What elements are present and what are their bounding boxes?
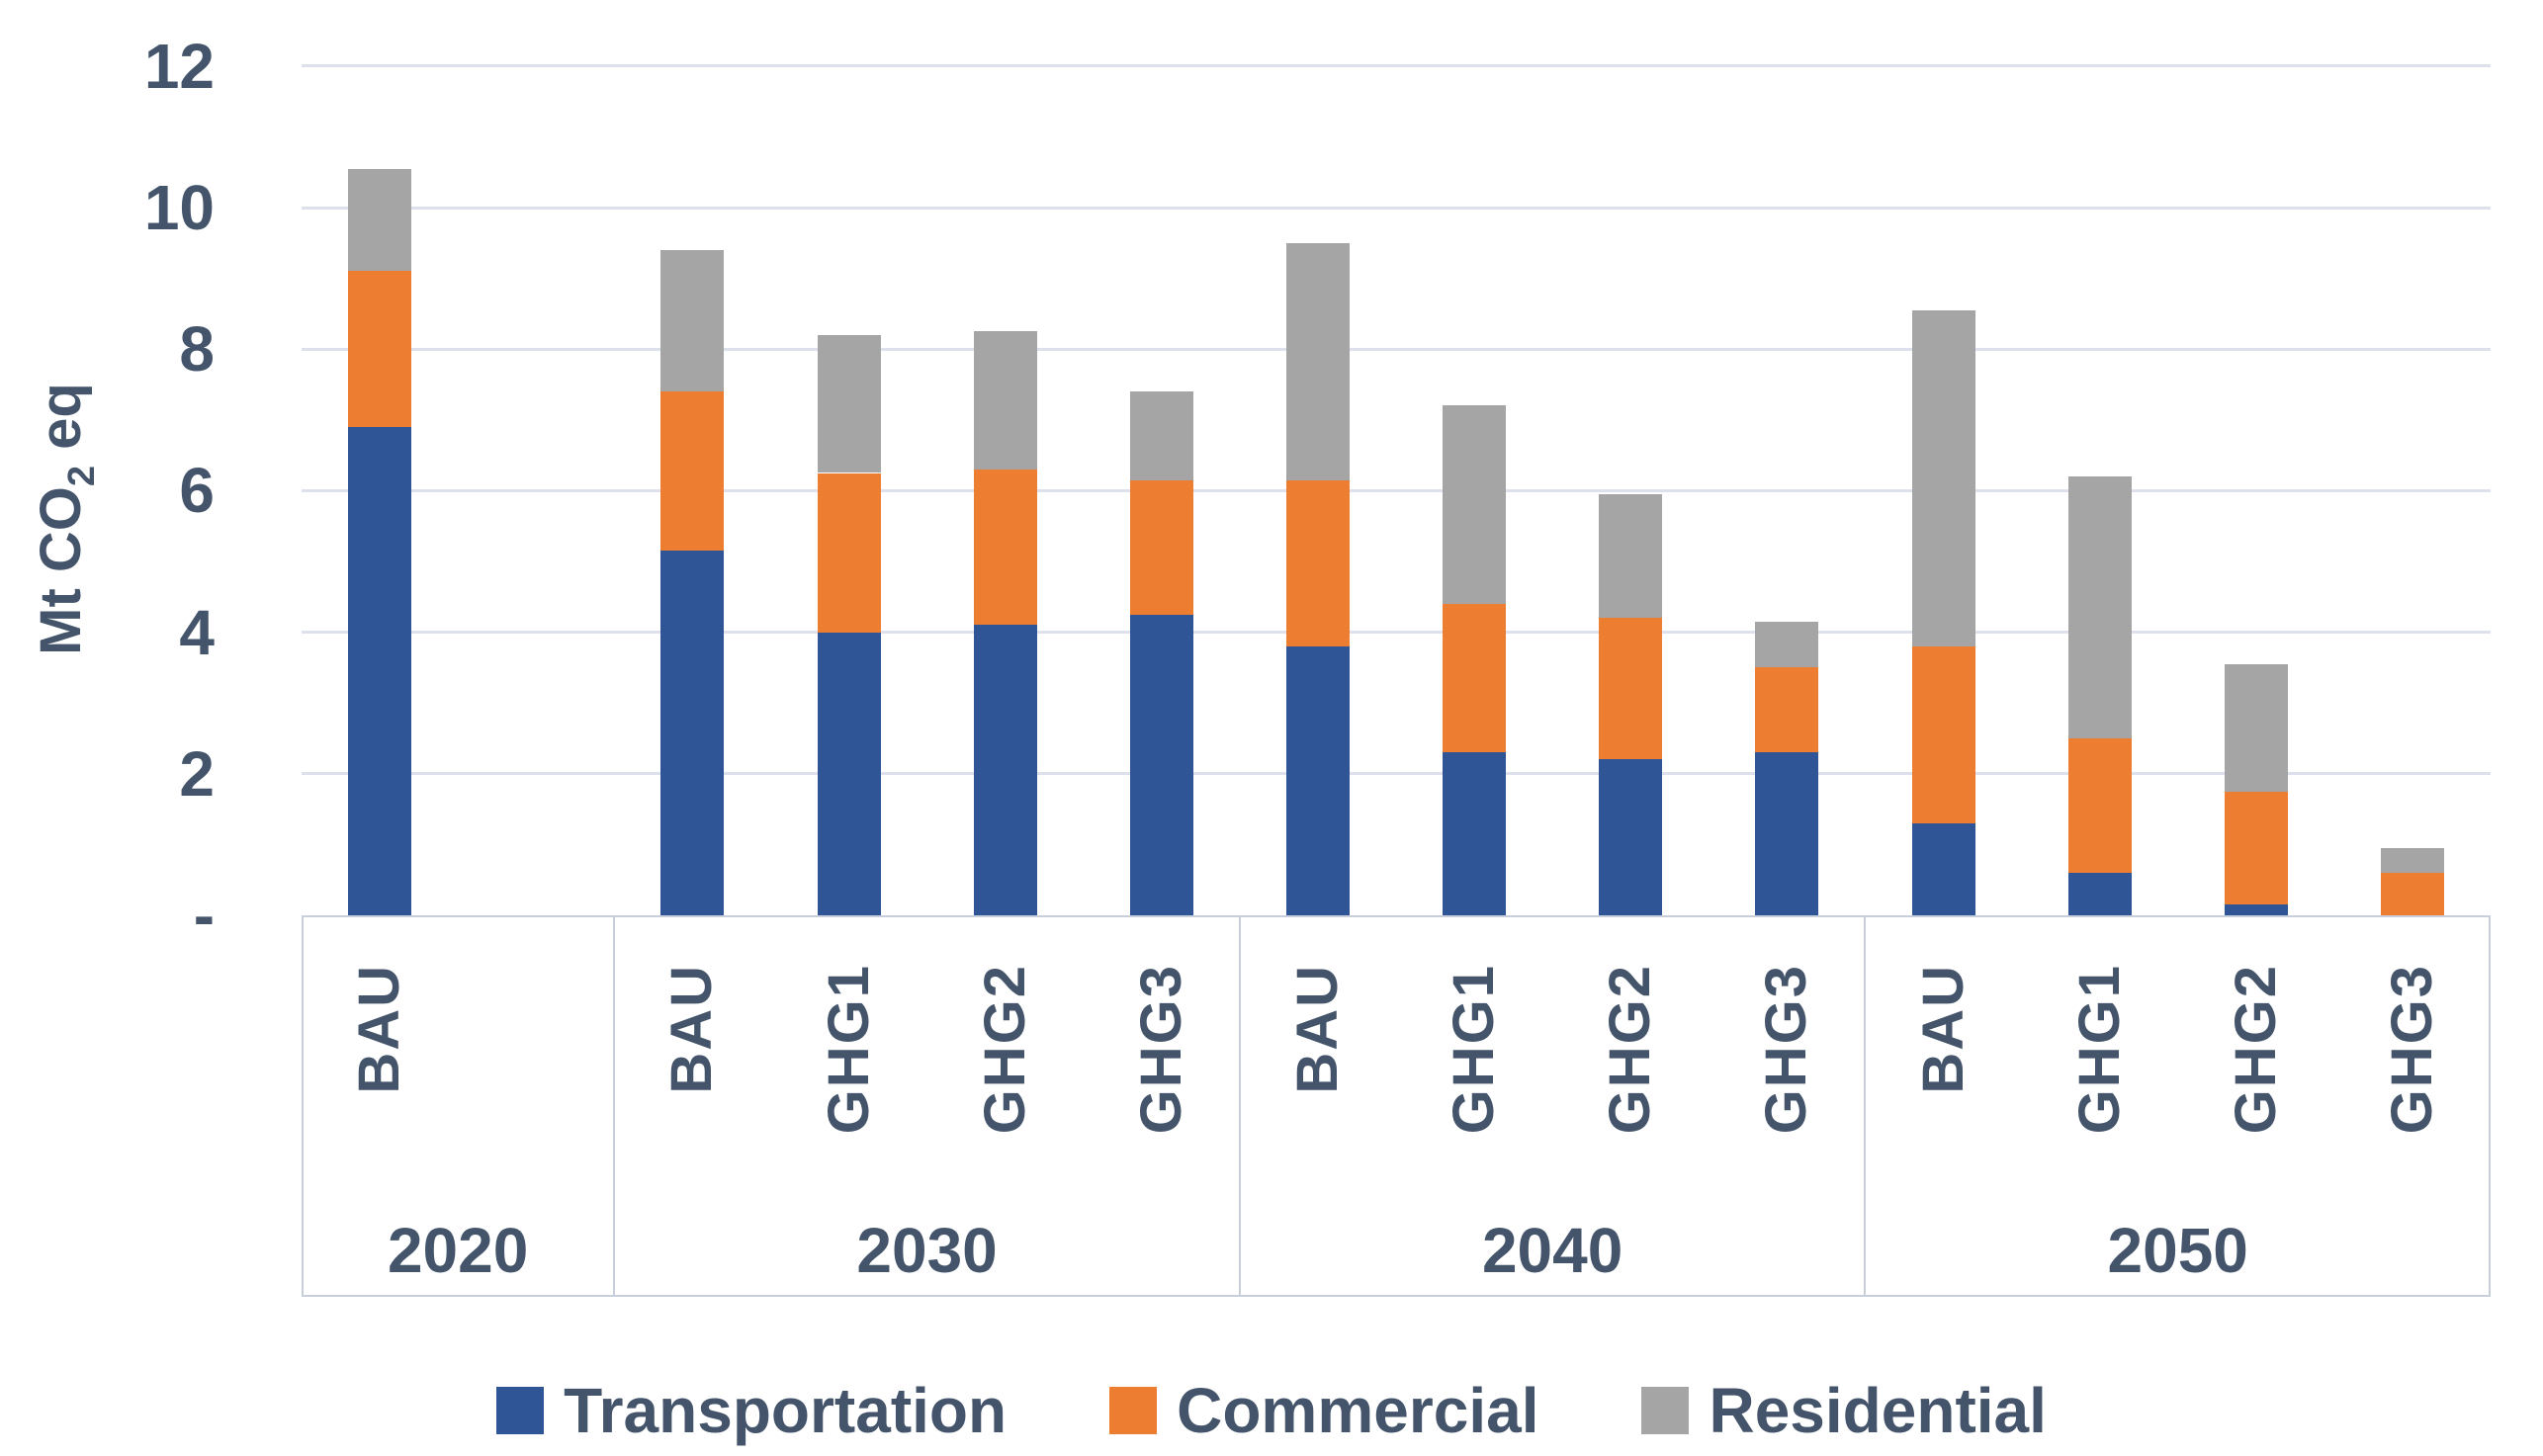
bar-segment-commercial <box>1755 667 1819 753</box>
bar-segment-commercial <box>1911 645 1975 823</box>
bar-segment-transportation <box>1443 752 1507 915</box>
bar-segment-residential <box>1443 405 1507 604</box>
bar-segment-residential <box>2224 663 2288 792</box>
year-axis-label: 2050 <box>2107 1215 2248 1286</box>
year-axis-label: 2030 <box>856 1215 998 1286</box>
bar-segment-transportation <box>2067 873 2132 915</box>
year-axis-label: 2020 <box>387 1215 529 1286</box>
gridline <box>302 347 2491 351</box>
bar-segment-commercial <box>2224 791 2288 905</box>
bar-segment-commercial <box>817 472 881 633</box>
category-group-divider <box>1238 915 1241 1297</box>
y-axis-tick: 2 <box>179 737 215 810</box>
y-axis-tick: 10 <box>143 172 215 243</box>
legend-swatch-commercial <box>1109 1387 1158 1434</box>
y-axis-tick: - <box>193 880 215 951</box>
bar-segment-commercial <box>973 469 1037 626</box>
legend: Transportation Commercial Residential <box>0 1366 2543 1455</box>
bar-segment-residential <box>1599 493 1663 619</box>
bar-segment-transportation <box>1129 614 1193 915</box>
gridline <box>302 631 2491 635</box>
bar-segment-residential <box>817 334 881 473</box>
bar-segment-commercial <box>348 271 412 427</box>
bar-segment-residential <box>1911 309 1975 646</box>
gridline <box>302 64 2491 68</box>
legend-item-residential: Residential <box>1641 1374 2047 1447</box>
bar-segment-transportation <box>660 551 725 915</box>
bar-segment-residential <box>2380 847 2444 874</box>
legend-label-transportation: Transportation <box>564 1375 1008 1446</box>
y-axis-tick: 6 <box>179 455 215 527</box>
bar-segment-commercial <box>1129 479 1193 615</box>
category-group-divider <box>1864 915 1867 1297</box>
bar-segment-commercial <box>1443 603 1507 753</box>
bar-segment-residential <box>2067 476 2132 738</box>
bar-segment-transportation <box>973 625 1037 915</box>
gridline <box>302 488 2491 492</box>
bar-segment-commercial <box>2067 738 2132 874</box>
y-axis-tick: 12 <box>143 30 215 102</box>
bar-segment-residential <box>660 249 725 392</box>
gridline <box>302 772 2491 776</box>
bar-segment-residential <box>1755 621 1819 668</box>
bar-segment-commercial <box>1599 618 1663 760</box>
bar-segment-transportation <box>1599 759 1663 915</box>
bar-segment-residential <box>1285 242 1350 480</box>
gridline <box>302 206 2491 210</box>
legend-label-residential: Residential <box>1709 1375 2047 1446</box>
legend-swatch-transportation <box>496 1387 545 1434</box>
bar-segment-commercial <box>2380 873 2444 915</box>
y-axis-tick: 8 <box>179 313 215 385</box>
bar-segment-transportation <box>1911 822 1975 915</box>
y-axis-tick: 4 <box>179 596 215 668</box>
bar-segment-transportation <box>2224 904 2288 915</box>
bar-segment-commercial <box>660 391 725 552</box>
bar-segment-transportation <box>348 426 412 915</box>
category-group-divider <box>613 915 616 1297</box>
bar-segment-residential <box>1129 391 1193 480</box>
bar-segment-commercial <box>1285 479 1350 646</box>
bar-segment-transportation <box>817 632 881 915</box>
category-axis-box <box>302 915 2491 1297</box>
bar-segment-transportation <box>1285 645 1350 915</box>
bar-segment-transportation <box>1755 752 1819 915</box>
year-axis-label: 2040 <box>1481 1215 1623 1286</box>
bar-segment-residential <box>348 168 412 272</box>
legend-item-transportation: Transportation <box>496 1374 1007 1447</box>
legend-label-commercial: Commercial <box>1177 1375 1539 1446</box>
legend-swatch-residential <box>1641 1387 1690 1434</box>
bar-segment-residential <box>973 331 1037 470</box>
legend-item-commercial: Commercial <box>1109 1374 1538 1447</box>
